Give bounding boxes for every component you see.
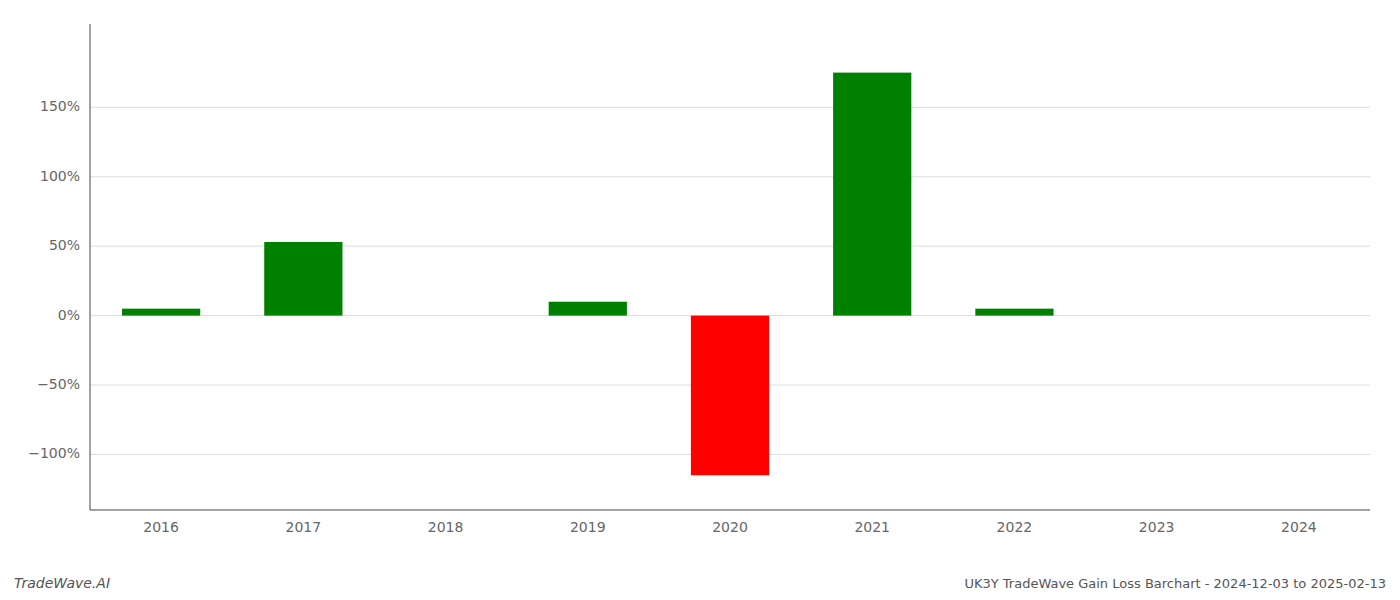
chart-container: −100%−50%0%50%100%150%201620172018201920… bbox=[0, 0, 1400, 600]
x-tick-label: 2022 bbox=[997, 519, 1033, 535]
bar bbox=[691, 316, 769, 476]
x-tick-label: 2018 bbox=[428, 519, 464, 535]
x-tick-label: 2019 bbox=[570, 519, 606, 535]
bar bbox=[122, 309, 200, 316]
bar bbox=[1260, 315, 1338, 316]
x-axis-line bbox=[90, 510, 1370, 511]
watermark: TradeWave.AI bbox=[14, 575, 110, 591]
y-ticks: −100% −50% 0% 50% 100% 150% bbox=[28, 98, 80, 461]
y-tick-label: −100% bbox=[28, 445, 80, 461]
x-tick-label: 2021 bbox=[854, 519, 890, 535]
grid-line bbox=[90, 176, 1370, 177]
y-tick-label: −50% bbox=[37, 376, 80, 392]
chart-svg: −100%−50%0%50%100%150%201620172018201920… bbox=[0, 0, 1400, 600]
x-tick-label: 2016 bbox=[143, 519, 179, 535]
x-tick-label: 2023 bbox=[1139, 519, 1175, 535]
title: UK3Y TradeWave Gain Loss Barchart - 2024… bbox=[964, 576, 1386, 591]
grid-line bbox=[90, 107, 1370, 108]
x-ticks: 2016 2017 2018 2019 2020 2021 2022 2023 2024 bbox=[143, 519, 1316, 535]
bar bbox=[975, 309, 1053, 316]
x-tick-label: 2024 bbox=[1281, 519, 1317, 535]
bar bbox=[1118, 315, 1196, 316]
y-axis-line bbox=[90, 24, 91, 510]
y-tick-label: 50% bbox=[49, 237, 80, 253]
bar bbox=[264, 242, 342, 316]
y-tick-label: 100% bbox=[40, 168, 80, 184]
bar bbox=[406, 315, 484, 316]
bar bbox=[833, 73, 911, 316]
x-tick-label: 2020 bbox=[712, 519, 748, 535]
y-tick-label: 0% bbox=[58, 307, 80, 323]
y-tick-label: 150% bbox=[40, 98, 80, 114]
bar bbox=[549, 302, 627, 316]
x-tick-label: 2017 bbox=[286, 519, 322, 535]
bars bbox=[122, 73, 1054, 476]
